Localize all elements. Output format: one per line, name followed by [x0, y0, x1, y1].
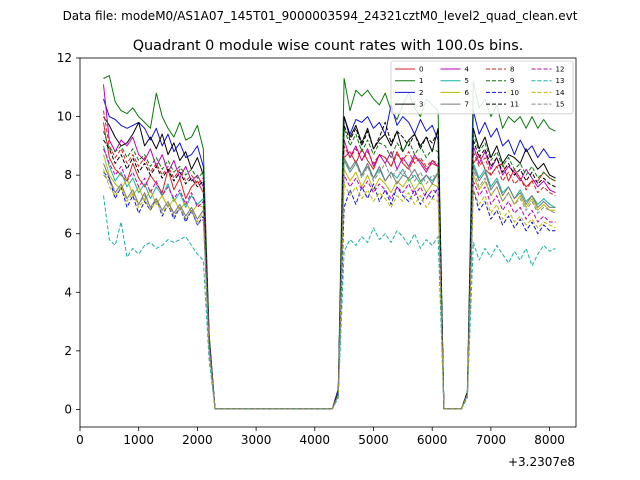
x-tick-label: 2000 — [182, 433, 213, 447]
legend-label-14: 14 — [556, 89, 565, 97]
series-line-8 — [103, 110, 556, 410]
legend-label-11: 11 — [510, 101, 519, 109]
legend-label-0: 0 — [419, 66, 423, 74]
legend-label-3: 3 — [419, 101, 423, 109]
y-tick-label: 12 — [57, 51, 72, 65]
series-line-13 — [103, 195, 556, 410]
legend-label-9: 9 — [510, 77, 514, 85]
y-tick-label: 8 — [64, 168, 72, 182]
y-tick-label: 0 — [64, 402, 72, 416]
chart-suptitle: Data file: modeM0/AS1A07_145T01_90000035… — [63, 9, 578, 23]
legend-label-2: 2 — [419, 89, 423, 97]
x-tick-label: 1000 — [123, 433, 154, 447]
legend-label-1: 1 — [419, 77, 423, 85]
plot-area — [80, 58, 576, 427]
chart-title: Quadrant 0 module wise count rates with … — [133, 38, 524, 54]
x-tick-label: 3000 — [241, 433, 272, 447]
legend-label-4: 4 — [465, 66, 470, 74]
x-tick-label: 8000 — [534, 433, 565, 447]
x-tick-label: 6000 — [417, 433, 448, 447]
legend-label-12: 12 — [556, 66, 565, 74]
x-tick-label: 5000 — [358, 433, 389, 447]
legend-label-8: 8 — [510, 66, 514, 74]
series-line-15 — [103, 157, 556, 410]
legend-label-10: 10 — [510, 89, 519, 97]
legend-frame — [390, 60, 574, 115]
legend-label-5: 5 — [465, 77, 469, 85]
x-offset-label: +3.2307e8 — [508, 455, 575, 469]
y-tick-label: 10 — [57, 110, 72, 124]
axes-layer: 0 1000 2000 3000 4000 5000 6000 7000 80000246810… — [57, 51, 565, 447]
series-layer — [103, 75, 556, 410]
x-tick-label: 7000 — [476, 433, 507, 447]
y-tick-label: 6 — [64, 227, 72, 241]
series-line-12 — [103, 148, 556, 410]
x-tick-label: 0 — [76, 433, 84, 447]
y-tick-label: 4 — [64, 285, 72, 299]
plot-frame — [79, 57, 577, 428]
series-line-14 — [103, 169, 556, 410]
y-tick-label: 2 — [64, 344, 72, 358]
legend-label-7: 7 — [465, 101, 469, 109]
series-line-11 — [103, 121, 556, 410]
legend-label-6: 6 — [465, 89, 470, 97]
legend-label-13: 13 — [556, 77, 565, 85]
x-tick-label: 4000 — [300, 433, 331, 447]
legend-label-15: 15 — [556, 101, 565, 109]
